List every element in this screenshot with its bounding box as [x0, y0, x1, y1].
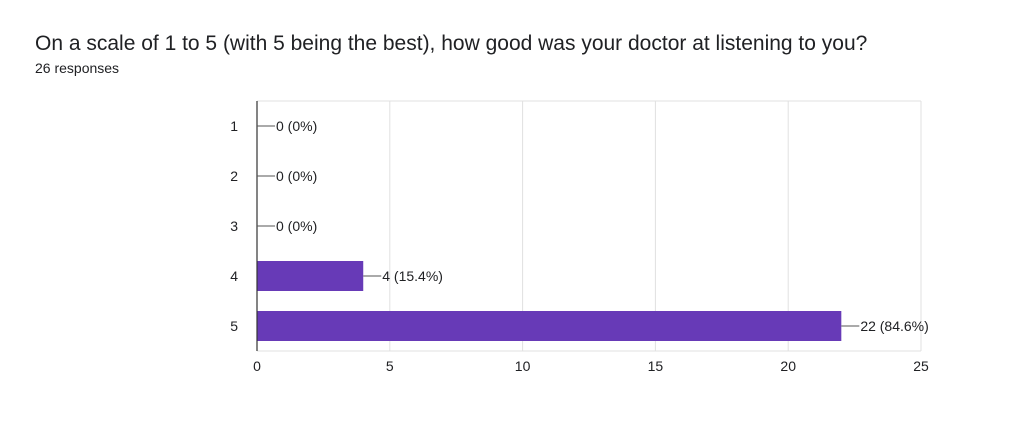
gridlines — [257, 100, 922, 352]
y-tick-label: 2 — [230, 168, 238, 184]
x-tick-label: 15 — [648, 358, 664, 374]
y-tick-label: 5 — [230, 318, 238, 334]
data-label: 4 (15.4%) — [382, 268, 443, 284]
x-tick-label: 10 — [515, 358, 531, 374]
bar — [257, 261, 364, 291]
x-tick-label: 5 — [386, 358, 394, 374]
y-tick-label: 4 — [230, 268, 238, 284]
x-tick-label: 20 — [780, 358, 796, 374]
response-count: 26 responses — [35, 60, 120, 76]
y-tick-label: 3 — [230, 218, 238, 234]
bar — [257, 311, 842, 341]
y-tick-label: 1 — [230, 118, 238, 134]
x-tick-label: 0 — [253, 358, 261, 374]
labels: 0 5 10 15 20 25 1 0 (0%) 2 0 (0%) 3 0 (0%) 4 4 (15.4%… — [230, 118, 929, 374]
data-label: 0 (0%) — [276, 168, 317, 184]
x-tick-label: 25 — [913, 358, 929, 374]
data-label: 22 (84.6%) — [860, 318, 928, 334]
bars — [257, 261, 842, 341]
data-label: 0 (0%) — [276, 118, 317, 134]
question-title: On a scale of 1 to 5 (with 5 being the b… — [35, 32, 868, 55]
data-label: 0 (0%) — [276, 218, 317, 234]
